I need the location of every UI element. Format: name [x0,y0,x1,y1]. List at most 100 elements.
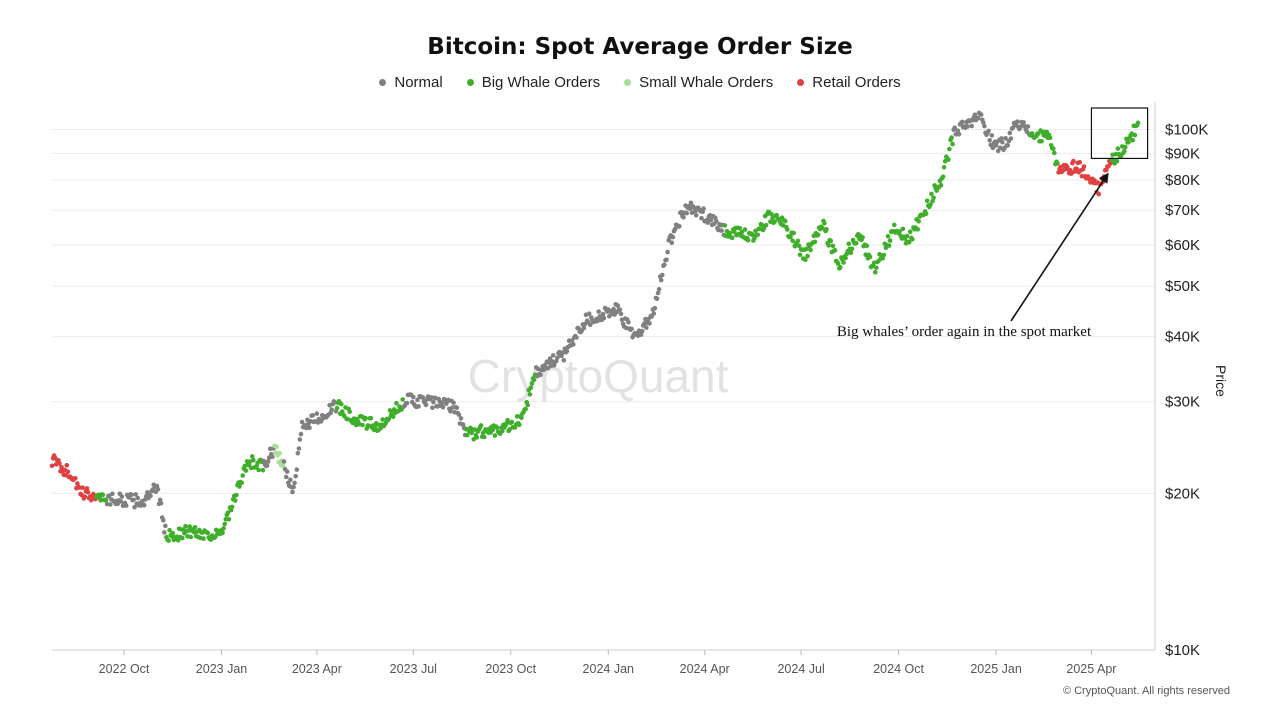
legend-label-big-whale: Big Whale Orders [481,74,601,91]
x-tick-label: 2025 Jan [970,662,1021,676]
data-point [969,123,974,129]
copyright-footer: © CryptoQuant. All rights reserved [1062,685,1230,697]
data-point [797,252,803,258]
data-point [931,195,936,200]
data-point [264,463,270,468]
data-point [103,497,109,503]
legend-item-big-whale[interactable]: Big Whale Orders [466,74,601,91]
data-point [115,501,120,507]
data-point [611,306,616,312]
data-point [639,328,645,334]
data-point [163,523,168,529]
data-point [1052,150,1057,156]
data-point [574,335,579,340]
data-point [141,503,147,508]
data-point [221,526,226,531]
data-point [915,227,920,232]
data-point [808,247,813,253]
legend-label-retail: Retail Orders [812,74,901,91]
data-point [835,261,841,267]
x-tick-label: 2022 Oct [99,662,150,676]
data-point [644,325,649,330]
data-point [617,307,623,313]
data-point [1008,136,1014,141]
data-point [782,218,788,224]
x-tick-label: 2023 Jan [196,662,247,676]
data-point [180,535,185,541]
data-point [514,414,520,419]
data-point [265,459,271,464]
y-axis-label: Price [1213,365,1229,397]
data-point [561,358,567,363]
data-point [669,240,675,245]
data-point [119,494,125,499]
data-point [525,402,530,408]
data-point [924,198,930,204]
x-tick-label: 2023 Apr [292,662,342,676]
data-point [555,355,560,361]
data-point [1126,140,1131,145]
data-point [881,252,887,258]
data-point [229,504,235,510]
data-point [167,527,172,533]
data-point [867,254,873,260]
points-layer [49,110,1141,543]
data-point [82,494,88,500]
x-tick-label: 2024 Jul [777,662,824,676]
data-point [400,397,406,402]
data-point [822,221,827,226]
data-point [280,463,286,469]
data-point [88,497,94,503]
data-point [1003,136,1008,141]
data-point [527,392,533,397]
annotation-layer: Big whales’ order again in the spot mark… [837,107,1149,340]
data-point [956,132,962,137]
data-point [581,325,587,331]
data-point [205,530,211,536]
data-point [647,321,652,326]
data-point [930,198,935,204]
data-point [288,477,293,483]
data-point [1079,173,1085,179]
legend-item-small-whale[interactable]: Small Whale Orders [624,74,773,91]
data-point [815,232,821,238]
data-point [940,174,946,180]
data-point [654,296,660,302]
data-point [170,530,176,536]
data-point [972,112,978,118]
legend-dot-big-whale [466,79,474,86]
data-point [600,311,606,317]
data-point [482,434,487,440]
data-point [790,238,795,243]
data-point [294,467,300,472]
data-point [564,348,570,354]
data-point [1055,161,1060,166]
data-point [987,138,992,143]
data-point [1074,166,1079,171]
data-point [785,227,790,232]
data-point [576,325,581,331]
data-point [129,492,134,498]
data-point [135,495,141,501]
data-point [290,489,295,495]
legend-item-normal[interactable]: Normal [379,74,443,91]
data-point [742,227,748,232]
data-point [1114,158,1120,164]
data-point [596,309,601,314]
data-point [1021,120,1026,125]
data-point [732,229,737,235]
data-point [906,239,912,245]
data-point [860,235,865,240]
data-point [586,311,592,317]
data-point [651,311,657,316]
data-point [368,415,374,421]
legend-item-retail[interactable]: Retail Orders [797,74,901,91]
data-point [1025,124,1031,129]
data-point [828,238,834,244]
data-point [431,399,436,405]
data-point [665,249,670,255]
data-point [77,485,82,490]
data-point [907,229,913,234]
data-point [832,247,838,253]
